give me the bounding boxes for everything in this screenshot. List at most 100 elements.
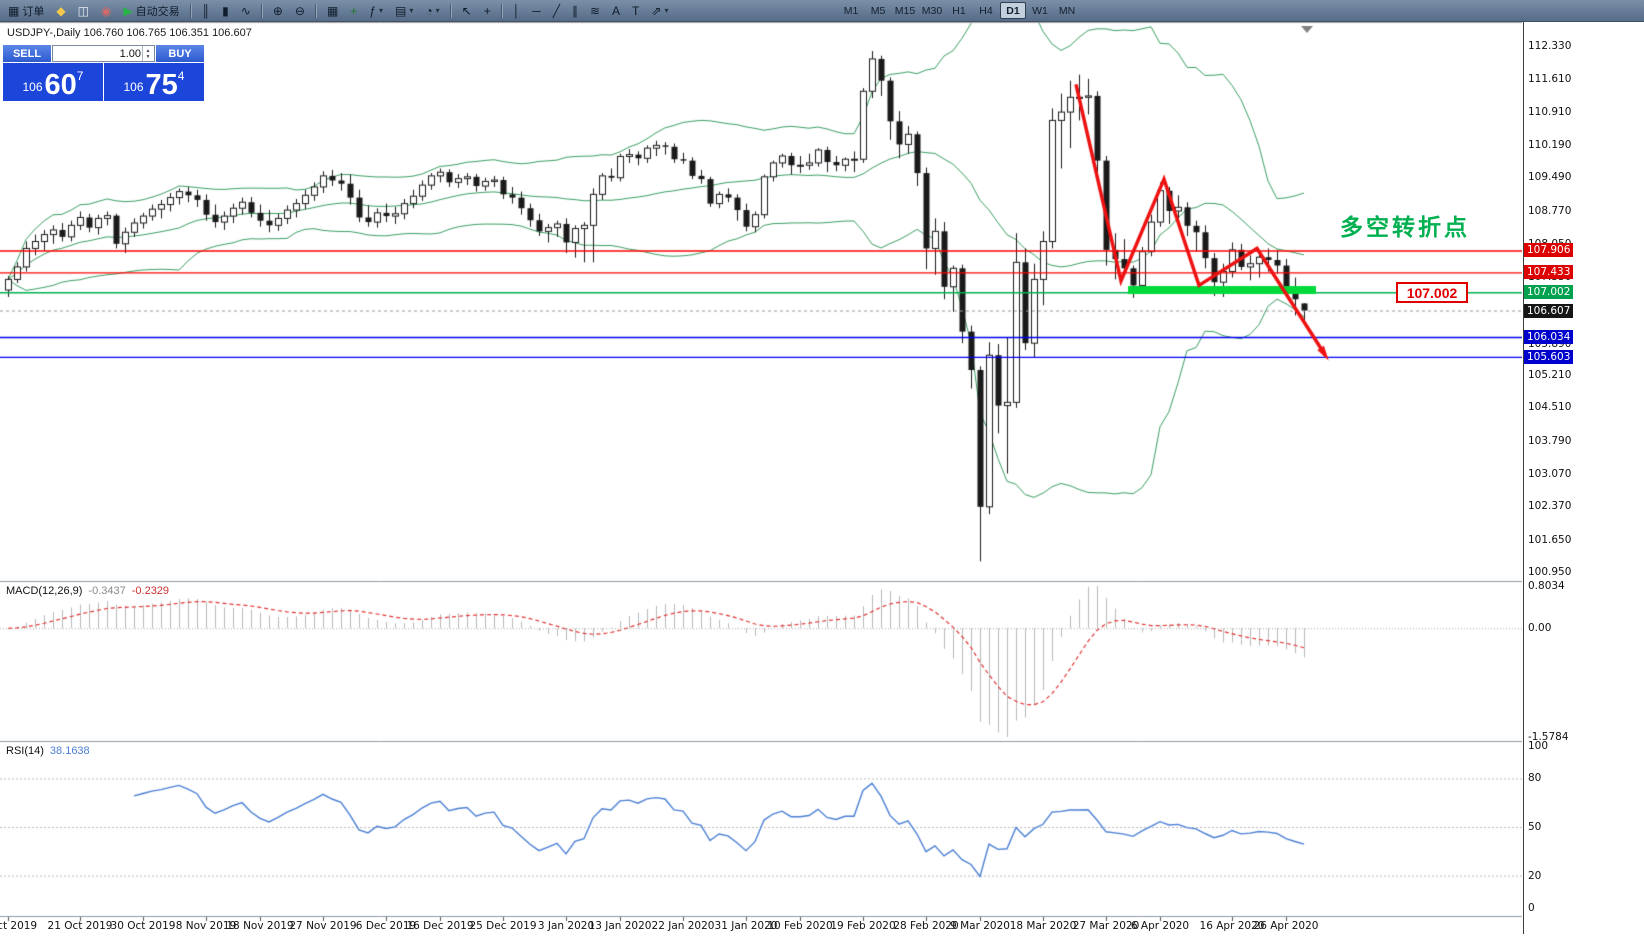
timeframe-W1[interactable]: W1 [1032, 4, 1048, 17]
rsi-axis-tick: 50 [1528, 821, 1542, 833]
text-label-icon-glyph: T [632, 3, 640, 18]
cursor-icon-glyph: ↖ [461, 3, 472, 18]
line-chart-icon-glyph: ∿ [240, 3, 251, 18]
indicator-list-icon[interactable]: ƒ ▾ [364, 2, 388, 20]
zoom-out-icon-glyph: ⊖ [294, 3, 305, 18]
rsi-axis-tick: 100 [1528, 740, 1549, 752]
timeframe-MN[interactable]: MN [1058, 4, 1076, 17]
sell-price-box[interactable]: 106 60 7 [3, 63, 103, 101]
zoom-out-icon[interactable]: ⊖ [290, 2, 310, 20]
time-axis-label: 19 Feb 2020 [830, 920, 896, 932]
volume-spinner[interactable]: ▲ ▼ [142, 46, 153, 61]
timeframe-M15[interactable]: M15 [894, 4, 916, 17]
fibonacci-icon[interactable]: ≋ [585, 2, 605, 20]
time-axis-label: 6 Apr 2020 [1130, 920, 1190, 932]
channel-icon[interactable]: ∥ [567, 2, 583, 20]
candlestick-chart-icon[interactable]: ▮ [217, 2, 234, 20]
price-axis-tick: 111.610 [1528, 73, 1572, 86]
indicator-list-icon-glyph: ƒ [369, 3, 376, 18]
ask-big-figure: 106 [123, 80, 144, 94]
vertical-line-icon-glyph: │ [512, 3, 521, 18]
arrows-icon-glyph: ⇗ [651, 3, 662, 18]
buy-button[interactable]: BUY [156, 45, 204, 62]
price-level-label: 107.906 [1524, 243, 1574, 258]
alerts-icon[interactable]: ◉ [96, 2, 116, 20]
rsi-axis-tick: 0 [1528, 902, 1535, 914]
autotrading-button-label: 自动交易 [135, 5, 180, 18]
profiles-icon[interactable]: ◫ [73, 2, 94, 20]
toolbar-separator [449, 3, 452, 18]
time-axis-label: 13 Jan 2020 [588, 920, 652, 932]
autotrading-button[interactable]: ▶ 自动交易 [118, 2, 184, 20]
periods-icon-glyph: ◔ [425, 3, 433, 18]
price-axis-tick: 110.190 [1528, 138, 1572, 151]
price-axis-tick: 105.210 [1528, 369, 1572, 382]
bar-chart-icon-glyph: ║ [201, 3, 211, 18]
toolbar-separator [260, 3, 263, 18]
price-axis-tick: 108.770 [1528, 204, 1572, 217]
price-axis-tick: 109.490 [1528, 171, 1572, 184]
tile-windows-icon[interactable]: ▦ [322, 2, 343, 20]
zoom-in-icon[interactable]: ⊕ [268, 2, 288, 20]
price-level-label: 106.607 [1524, 303, 1574, 318]
dropdown-arrow-icon: ▾ [409, 6, 414, 15]
crosshair-icon[interactable]: + [479, 2, 496, 20]
text-label-icon[interactable]: T [627, 2, 644, 20]
rsi-label: RSI(14) 38.1638 [6, 745, 90, 757]
timeframe-group: M1 M5 M15 M30 H1 H4 D1 W1 MN [838, 2, 1080, 19]
toolbar-items: ▦ 订单 ◆ ◫ ◉ ▶ 自动交易 ║ ▮ ∿ ⊕ ⊖ ▦ + ƒ ▾ ▤ ▾ ◔ ▾ ↖ + │ ─ ╱ ∥ ≋ A T ⇗ ▾ [3, 0, 673, 22]
spinner-down-icon[interactable]: ▼ [145, 53, 151, 60]
toolbar-separator [314, 3, 317, 18]
quick-trade-icon[interactable]: ◆ [51, 2, 70, 20]
crosshair-icon-glyph: + [483, 3, 491, 18]
timeframe-M30[interactable]: M30 [921, 4, 943, 17]
indicators-add-icon[interactable]: + [345, 2, 362, 20]
volume-value: 1.00 [119, 47, 141, 60]
new-order-button[interactable]: ▦ 订单 [3, 2, 49, 20]
chart-symbol-label: USDJPY-,Daily 106.760 106.765 106.351 10… [7, 27, 252, 39]
macd-label: MACD(12,26,9) -0.3437 -0.2329 [6, 585, 169, 597]
buy-price-box[interactable]: 106 75 4 [104, 63, 204, 101]
spinner-up-icon[interactable]: ▲ [145, 47, 151, 54]
bid-pipette: 7 [76, 69, 84, 83]
one-click-trading-panel: SELL 1.00 ▲ ▼ BUY 106 60 7 106 75 4 [3, 45, 204, 101]
toolbar-separator [500, 3, 503, 18]
bar-chart-icon[interactable]: ║ [197, 2, 216, 20]
price-axis: 112.330 111.610 110.910 110.190 109.490 108.7… [1523, 22, 1644, 934]
horizontal-line-icon[interactable]: ─ [527, 2, 546, 20]
vertical-line-icon[interactable]: │ [508, 2, 526, 20]
candlestick-chart-icon-glyph: ▮ [222, 3, 229, 18]
bid-pips: 60 [44, 69, 77, 102]
timeframe-D1[interactable]: D1 [1000, 2, 1026, 19]
cursor-icon[interactable]: ↖ [457, 2, 477, 20]
trendline-icon[interactable]: ╱ [548, 2, 565, 20]
line-chart-icon[interactable]: ∿ [236, 2, 256, 20]
periods-icon[interactable]: ◔ ▾ [420, 2, 444, 20]
arrows-icon[interactable]: ⇗ ▾ [646, 2, 673, 20]
time-axis-label: 18 Nov 2019 [226, 920, 294, 932]
rsi-axis-tick: 20 [1528, 869, 1542, 882]
text-icon[interactable]: A [607, 2, 625, 20]
timeframe-M1[interactable]: M1 [843, 4, 859, 17]
templates-icon-glyph: ▤ [395, 3, 407, 18]
macd-value-2: -0.2329 [131, 585, 170, 597]
templates-icon[interactable]: ▤ ▾ [390, 2, 418, 20]
price-axis-tick: 101.650 [1528, 533, 1572, 546]
timeframe-M5[interactable]: M5 [870, 4, 886, 17]
channel-icon-glyph: ∥ [571, 3, 578, 18]
price-axis-tick: 100.950 [1528, 565, 1572, 578]
price-axis-tick: 103.070 [1528, 467, 1572, 480]
ask-pipette: 4 [177, 69, 185, 83]
sell-button[interactable]: SELL [3, 45, 51, 62]
timeframe-H1[interactable]: H1 [952, 4, 966, 17]
price-level-label: 107.433 [1524, 265, 1574, 280]
time-axis-label: 27 Nov 2019 [289, 920, 357, 932]
new-order-button-label: 订单 [22, 5, 45, 18]
price-axis-tick: 103.790 [1528, 434, 1572, 447]
volume-input[interactable]: 1.00 ▲ ▼ [52, 45, 155, 62]
timeframe-H4[interactable]: H4 [979, 4, 993, 17]
time-axis-label: 9 Mar 2020 [950, 920, 1010, 932]
time-axis-label: 26 Apr 2020 [1253, 920, 1319, 932]
price-chart-canvas[interactable] [0, 22, 1522, 934]
